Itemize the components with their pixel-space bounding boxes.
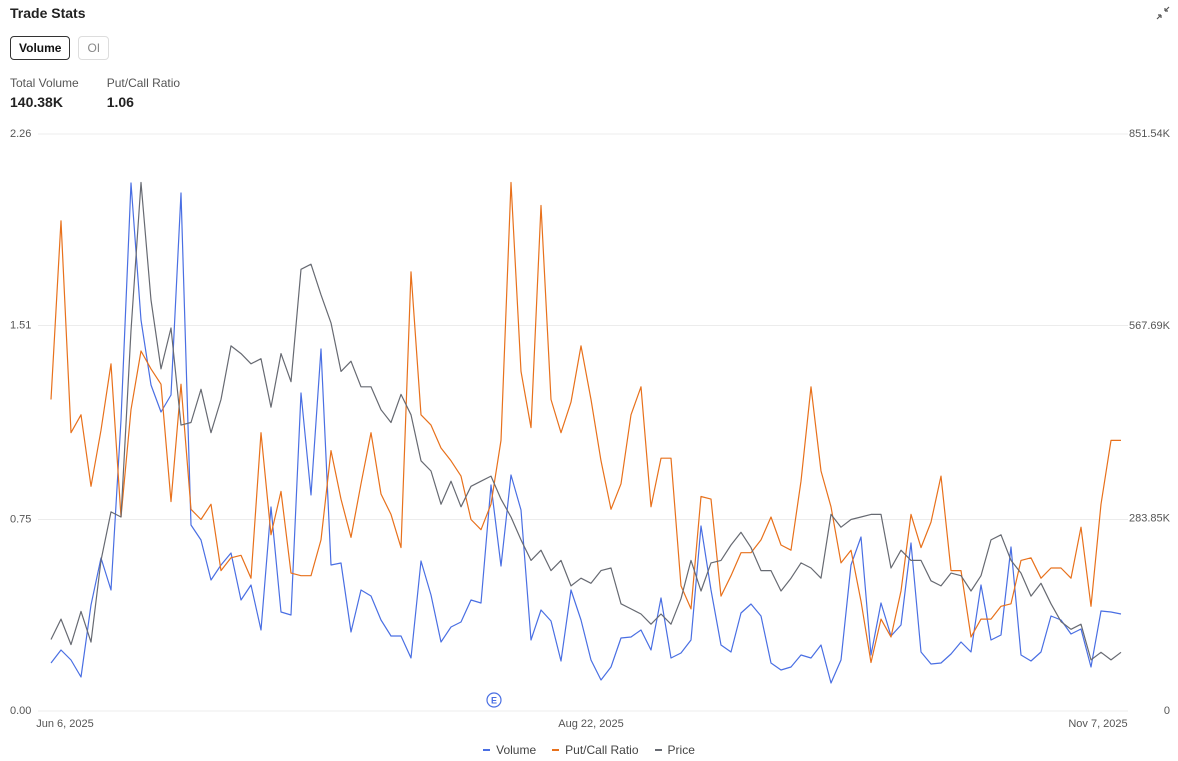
legend-swatch <box>654 749 662 751</box>
y2-tick-label: 0 <box>1164 705 1170 717</box>
x-tick-label: Aug 22, 2025 <box>558 718 623 730</box>
tab[interactable]: Volume <box>10 36 71 60</box>
widget-title: Trade Stats <box>10 5 86 21</box>
stat-label: Total Volume <box>10 76 79 90</box>
legend-swatch <box>483 749 491 751</box>
stat: Put/Call Ratio 1.06 <box>107 76 180 110</box>
collapse-button[interactable] <box>1155 5 1171 21</box>
y2-tick-label: 283.85K <box>1129 513 1171 525</box>
stat-value: 140.38K <box>10 94 63 110</box>
stats: Total Volume 140.38K Put/Call Ratio 1.06 <box>10 76 180 110</box>
earnings-circle <box>486 692 502 708</box>
earnings-marker: E <box>486 692 502 708</box>
legend-label: Price <box>667 743 695 757</box>
earnings-label: E <box>491 695 497 705</box>
legend-item[interactable]: Price <box>654 743 695 757</box>
legend-swatch <box>552 749 560 751</box>
legend-label: Volume <box>496 743 537 757</box>
series-line <box>50 182 1122 684</box>
stat-value: 1.06 <box>106 94 134 110</box>
legend-label: Put/Call Ratio <box>565 743 639 757</box>
legend: Volume Put/Call Ratio Price <box>0 743 1178 757</box>
y-tick-label: 0.00 <box>10 705 31 717</box>
tab[interactable]: OI <box>78 36 110 60</box>
x-tick-label: Jun 6, 2025 <box>36 718 94 730</box>
tab-bar: Volume OI <box>10 36 110 60</box>
legend-item[interactable]: Volume <box>483 743 536 757</box>
series-line <box>50 181 1122 661</box>
y-tick-label: 2.26 <box>10 128 31 140</box>
stat: Total Volume 140.38K <box>10 76 79 110</box>
y2-tick-label: 851.54K <box>1129 128 1171 140</box>
x-tick-label: Nov 7, 2025 <box>1068 718 1127 730</box>
legend-item[interactable]: Put/Call Ratio <box>552 743 639 757</box>
y2-tick-label: 567.69K <box>1129 320 1171 332</box>
stat-label: Put/Call Ratio <box>106 76 181 90</box>
y-tick-label: 0.75 <box>10 513 31 525</box>
series-line <box>50 181 1121 664</box>
y-tick-label: 1.51 <box>10 319 31 331</box>
